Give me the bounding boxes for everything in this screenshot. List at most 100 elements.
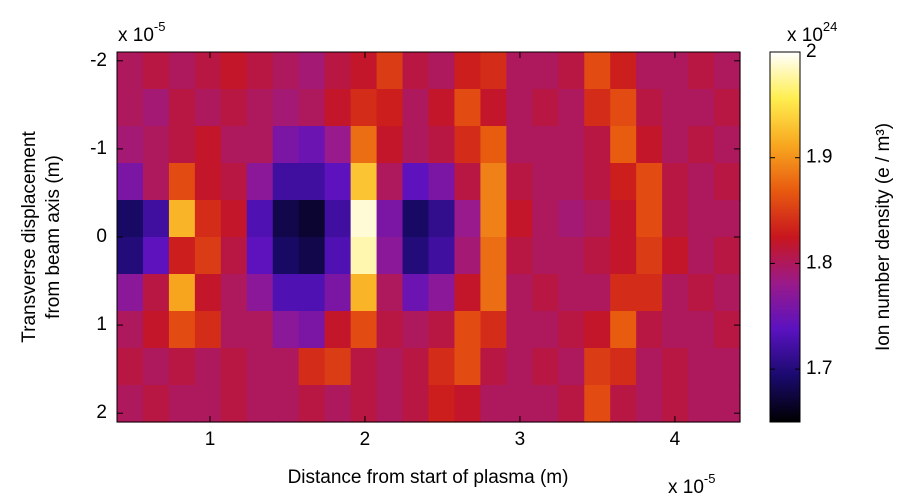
heatmap-cell: [532, 89, 559, 127]
heatmap-cell: [168, 89, 196, 127]
heatmap-cell: [558, 274, 585, 312]
heatmap-cell: [194, 163, 222, 201]
heatmap-cell: [480, 274, 507, 312]
heatmap-cell: [688, 52, 715, 90]
heatmap-cell: [584, 274, 611, 312]
heatmap-cell: [636, 52, 663, 90]
heatmap-cell: [428, 348, 456, 386]
colorbar: [769, 51, 801, 423]
heatmap-cell: [272, 126, 300, 164]
y-tick-label: -1: [90, 138, 107, 159]
colorbar-multiplier-base: x 10: [787, 25, 823, 46]
heatmap-cell: [532, 385, 559, 423]
heatmap-cell: [506, 274, 533, 312]
y-tick-label: 1: [96, 314, 107, 335]
heatmap-cell: [480, 311, 507, 349]
heatmap-cell: [168, 237, 196, 275]
heatmap-cell: [246, 52, 274, 90]
heatmap-cell: [506, 52, 533, 90]
heatmap-cell: [688, 348, 715, 386]
heatmap-cell: [688, 237, 715, 275]
heatmap-cell: [688, 200, 715, 238]
y-axis-label-2: from beam axis (m): [43, 155, 64, 319]
heatmap-cell: [714, 89, 741, 127]
heatmap-cell: [610, 163, 637, 201]
colorbar-multiplier-exp: 24: [823, 19, 837, 34]
heatmap-cell: [350, 237, 378, 275]
heatmap-cell: [324, 274, 352, 312]
heatmap-cell: [584, 126, 611, 164]
x-multiplier-exp: -5: [704, 471, 716, 486]
heatmap-cell: [714, 200, 741, 238]
heatmap-cell: [506, 348, 533, 386]
heatmap-cell: [142, 237, 170, 275]
heatmap-cell: [662, 52, 689, 90]
heatmap-cell: [272, 348, 300, 386]
colorbar-tick-label: 1.8: [806, 252, 832, 273]
heatmap-cell: [610, 126, 637, 164]
y-multiplier: x 10-5: [118, 19, 165, 46]
heatmap-cell: [584, 348, 611, 386]
y-tick-label: 2: [96, 402, 107, 423]
heatmap-cell: [662, 200, 689, 238]
heatmap-cell: [168, 348, 196, 386]
heatmap-cell: [350, 311, 378, 349]
heatmap-cell: [220, 385, 248, 423]
heatmap-cell: [402, 163, 430, 201]
heatmap-cell: [142, 311, 170, 349]
heatmap-cell: [298, 237, 326, 275]
heatmap-cell: [480, 89, 507, 127]
heatmap-cell: [272, 237, 300, 275]
heatmap-cell: [194, 89, 222, 127]
heatmap-cell: [376, 163, 404, 201]
x-tick-label: 1: [205, 429, 216, 450]
heatmap-cell: [428, 89, 456, 127]
heatmap-cell: [142, 200, 170, 238]
heatmap-cell: [324, 348, 352, 386]
colorbar-label: Ion number density (e / m³): [873, 123, 894, 351]
heatmap-cell: [584, 311, 611, 349]
heatmap-cell: [402, 126, 430, 164]
heatmap-cell: [636, 274, 663, 312]
heatmap-cell: [220, 126, 248, 164]
heatmap-cell: [168, 52, 196, 90]
heatmap-cell: [662, 163, 689, 201]
heatmap-cell: [480, 52, 507, 90]
heatmap-cell: [714, 52, 741, 90]
heatmap-cell: [428, 274, 456, 312]
heatmap-cell: [272, 311, 300, 349]
heatmap-cell: [532, 163, 559, 201]
heatmap-cell: [662, 237, 689, 275]
heatmap-cell: [558, 311, 585, 349]
heatmap-cell: [688, 274, 715, 312]
heatmap-cell: [220, 89, 248, 127]
heatmap-cell: [376, 126, 404, 164]
heatmap-cell: [324, 385, 352, 423]
heatmap-cell: [714, 385, 741, 423]
heatmap-cell: [168, 163, 196, 201]
heatmap-cell: [714, 126, 741, 164]
x-tick-label: 3: [515, 429, 526, 450]
heatmap-cell: [298, 200, 326, 238]
heatmap-cell: [376, 348, 404, 386]
heatmap-cell: [480, 163, 507, 201]
heatmap-cell: [272, 274, 300, 312]
heatmap-cell: [350, 200, 378, 238]
heatmap-cell: [454, 348, 482, 386]
y-tick-label: 0: [96, 226, 107, 247]
heatmap-cell: [558, 89, 585, 127]
heatmap-cell: [194, 237, 222, 275]
x-tick-label: 4: [670, 429, 681, 450]
heatmap-cell: [662, 89, 689, 127]
heatmap-cell: [454, 237, 482, 275]
heatmap-cell: [324, 311, 352, 349]
heatmap-cell: [324, 52, 352, 90]
heatmap-cell: [454, 200, 482, 238]
heatmap-cell: [714, 237, 741, 275]
heatmap-cell: [246, 163, 274, 201]
x-tick-label: 2: [360, 429, 371, 450]
heatmap-cell: [480, 126, 507, 164]
heatmap-cell: [376, 52, 404, 90]
heatmap-cell: [506, 200, 533, 238]
heatmap-cell: [454, 274, 482, 312]
